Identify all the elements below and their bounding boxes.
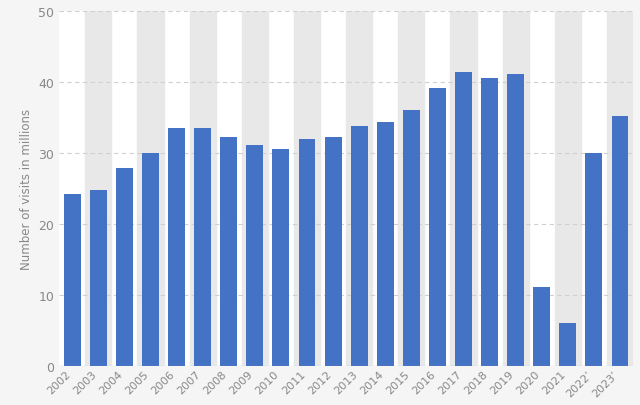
Bar bbox=[242, 12, 268, 366]
Bar bbox=[559, 323, 576, 366]
Bar bbox=[612, 117, 628, 366]
Bar bbox=[455, 73, 472, 366]
Bar bbox=[85, 12, 111, 366]
Bar bbox=[607, 12, 633, 366]
Bar bbox=[298, 139, 316, 366]
Bar bbox=[138, 12, 163, 366]
Bar bbox=[377, 122, 394, 366]
Bar bbox=[507, 75, 524, 366]
Bar bbox=[502, 12, 529, 366]
Bar bbox=[533, 287, 550, 366]
Bar bbox=[398, 12, 424, 366]
Bar bbox=[555, 12, 581, 366]
Bar bbox=[346, 12, 372, 366]
Bar bbox=[64, 194, 81, 366]
Bar bbox=[90, 190, 107, 366]
Bar bbox=[451, 12, 477, 366]
Bar bbox=[351, 126, 367, 366]
Bar bbox=[116, 169, 133, 366]
Bar bbox=[481, 79, 498, 366]
Bar bbox=[168, 129, 185, 366]
Bar bbox=[246, 146, 263, 366]
Bar bbox=[220, 138, 237, 366]
Bar bbox=[142, 153, 159, 366]
Bar bbox=[273, 150, 289, 366]
Bar bbox=[189, 12, 216, 366]
Bar bbox=[429, 88, 446, 366]
Bar bbox=[294, 12, 320, 366]
Bar bbox=[586, 153, 602, 366]
Bar bbox=[324, 138, 342, 366]
Y-axis label: Number of visits in millions: Number of visits in millions bbox=[20, 109, 33, 269]
Bar bbox=[194, 129, 211, 366]
Bar bbox=[403, 110, 420, 366]
